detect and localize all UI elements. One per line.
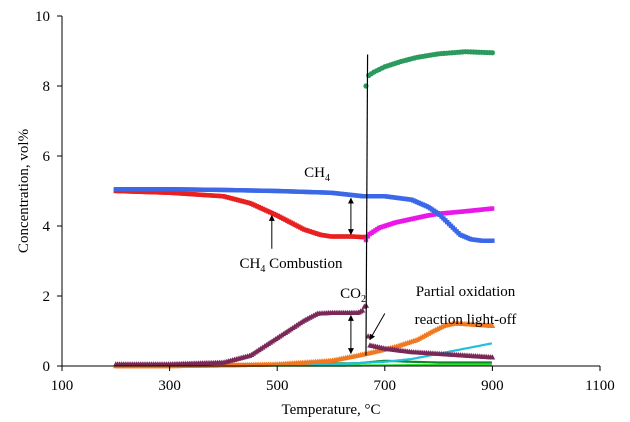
axes: 0 2 4 6 8 10 100 300 500 700 900 1100 Temperature, °… <box>16 9 615 418</box>
data-point <box>489 50 495 56</box>
data-point <box>359 307 366 313</box>
series-0 <box>113 187 495 243</box>
y-tick-label: 10 <box>35 9 50 25</box>
x-tick-label: 900 <box>481 378 504 394</box>
x-tick-label: 300 <box>158 378 181 394</box>
y-tick-label: 0 <box>43 359 51 375</box>
data-point <box>365 234 371 239</box>
annotations: CH4 CH4 Combustion CO2 Partial oxidation rea… <box>240 165 517 355</box>
series-1 <box>113 188 367 240</box>
series-4 <box>363 206 495 243</box>
y-tick-label: 4 <box>43 219 51 235</box>
annotation-3: Partial oxidation <box>416 284 516 300</box>
x-tick-label: 1100 <box>585 378 614 394</box>
data-point <box>489 322 496 328</box>
series-3 <box>363 49 495 89</box>
annotation-2: CO2 <box>340 286 366 305</box>
data-point <box>362 234 367 240</box>
annotation-1: CH4 Combustion <box>240 256 343 275</box>
y-tick-label: 2 <box>43 289 51 305</box>
data-point <box>490 238 495 243</box>
annotation-0: CH4 <box>304 165 330 184</box>
data-point <box>363 237 369 243</box>
light-off-line <box>365 54 369 356</box>
x-tick-label: 100 <box>51 378 74 394</box>
plot-marks <box>113 49 496 369</box>
data-point <box>489 354 496 360</box>
data-point <box>489 206 495 211</box>
light-off-arrow <box>369 313 386 341</box>
annotation-4: reaction light-off <box>415 312 517 328</box>
series-2 <box>113 302 496 367</box>
y-tick-label: 6 <box>43 149 51 165</box>
y-tick-label: 8 <box>43 79 51 95</box>
x-axis-label: Temperature, °C <box>281 402 380 418</box>
x-tick-label: 700 <box>374 378 397 394</box>
y-axis-label: Concentration, vol% <box>16 129 32 253</box>
x-tick-label: 500 <box>266 378 289 394</box>
